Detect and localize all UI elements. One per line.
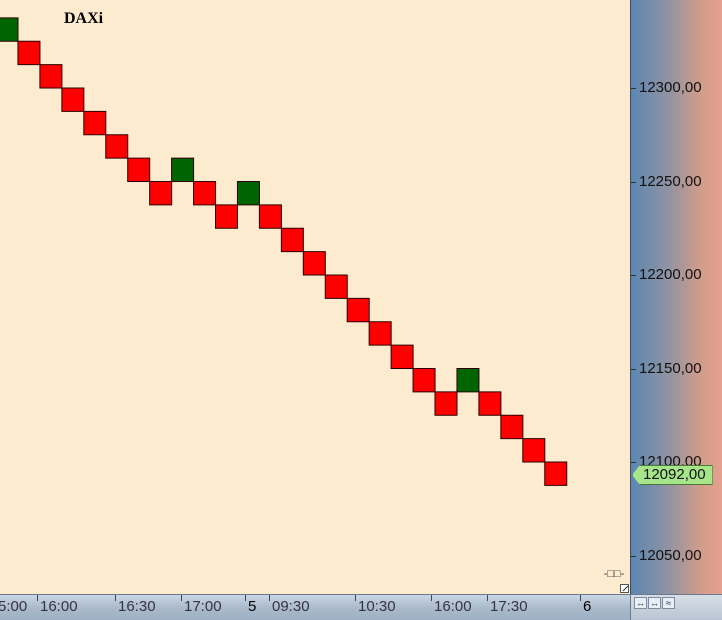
time-tick-label: 17:00 — [184, 598, 222, 615]
chart-title: DAXi — [64, 10, 104, 27]
renko-brick-down — [302, 251, 326, 276]
renko-brick-down — [215, 204, 238, 229]
time-tick-label: 5:00 — [0, 598, 28, 615]
expand-horizontal-icon[interactable]: ↔ — [648, 597, 661, 609]
time-tick-line — [580, 595, 581, 601]
time-tick-line — [269, 595, 270, 601]
renko-brick-down — [61, 87, 85, 112]
renko-brick-down — [149, 181, 173, 206]
renko-brick-down — [368, 321, 392, 346]
time-tick-label: 6 — [583, 598, 592, 615]
price-tick-line — [631, 368, 636, 370]
price-tick-line — [631, 181, 636, 183]
time-tick-label: 5 — [248, 598, 257, 615]
renko-brick-down — [105, 134, 129, 159]
time-tick-label: 16:30 — [118, 598, 156, 615]
renko-brick-down — [412, 368, 436, 393]
time-tick-line — [181, 595, 182, 601]
shrink-horizontal-icon[interactable]: ↔ — [634, 597, 647, 609]
renko-brick-down — [544, 461, 568, 486]
chart-plot-area[interactable]: DAXi — [0, 0, 630, 594]
time-tick-line — [355, 595, 356, 601]
renko-brick-down — [83, 110, 107, 136]
renko-brick-down — [280, 227, 304, 253]
time-tick-line — [37, 595, 38, 601]
renko-brick-up — [456, 368, 480, 393]
time-tick-line — [487, 595, 488, 601]
scroll-handle-icon[interactable]: -□□- — [603, 568, 625, 580]
price-tick-line — [631, 462, 636, 463]
time-tick-label: 16:00 — [40, 598, 78, 615]
renko-brick-up — [0, 17, 19, 42]
time-tick-label: 17:30 — [490, 598, 528, 615]
renko-brick-up — [236, 181, 260, 206]
last-price-marker: 12092,00 — [632, 465, 713, 485]
price-tick-line — [631, 555, 636, 557]
time-axis[interactable]: 5:00 16:00 16:30 17:00 5 09:30 10:30 16:00 17:30… — [0, 594, 630, 620]
time-tick-label: 16:00 — [434, 598, 472, 615]
renko-brick-down — [390, 344, 414, 370]
time-tick-label: 09:30 — [272, 598, 310, 615]
price-tick-label: 12200,00 — [639, 266, 702, 283]
time-tick-line — [245, 595, 246, 601]
renko-brick-down — [193, 181, 217, 206]
price-tick-line — [631, 275, 636, 276]
renko-brick-down — [258, 204, 282, 229]
renko-brick-down — [39, 64, 63, 89]
renko-brick-down — [478, 391, 502, 416]
price-tick-line — [631, 88, 636, 89]
renko-brick-down — [17, 40, 41, 66]
time-tick-label: 10:30 — [358, 598, 396, 615]
price-tick-label: 12050,00 — [639, 546, 702, 564]
renko-brick-down — [324, 274, 348, 299]
time-tick-line — [431, 595, 432, 601]
renko-brick-down — [500, 414, 524, 440]
renko-brick-down — [434, 391, 458, 416]
time-tick-line — [115, 595, 116, 601]
price-tick-label: 12150,00 — [639, 359, 702, 377]
renko-brick-up — [171, 157, 195, 183]
renko-brick-down — [127, 157, 151, 183]
renko-brick-down — [522, 438, 546, 463]
renko-chart-svg — [0, 17, 568, 486]
axis-corner-controls: ↔ ↔ ≈ — [630, 594, 722, 620]
price-tick-label: 12300,00 — [639, 79, 702, 96]
renko-brick-down — [346, 297, 370, 323]
chart-style-icon[interactable]: ≈ — [662, 597, 675, 609]
resize-icon[interactable] — [620, 584, 629, 593]
price-axis[interactable]: 12050,00 12100,00 12150,00 12200,00 12250,00… — [630, 0, 722, 594]
price-tick-label: 12250,00 — [639, 172, 702, 190]
